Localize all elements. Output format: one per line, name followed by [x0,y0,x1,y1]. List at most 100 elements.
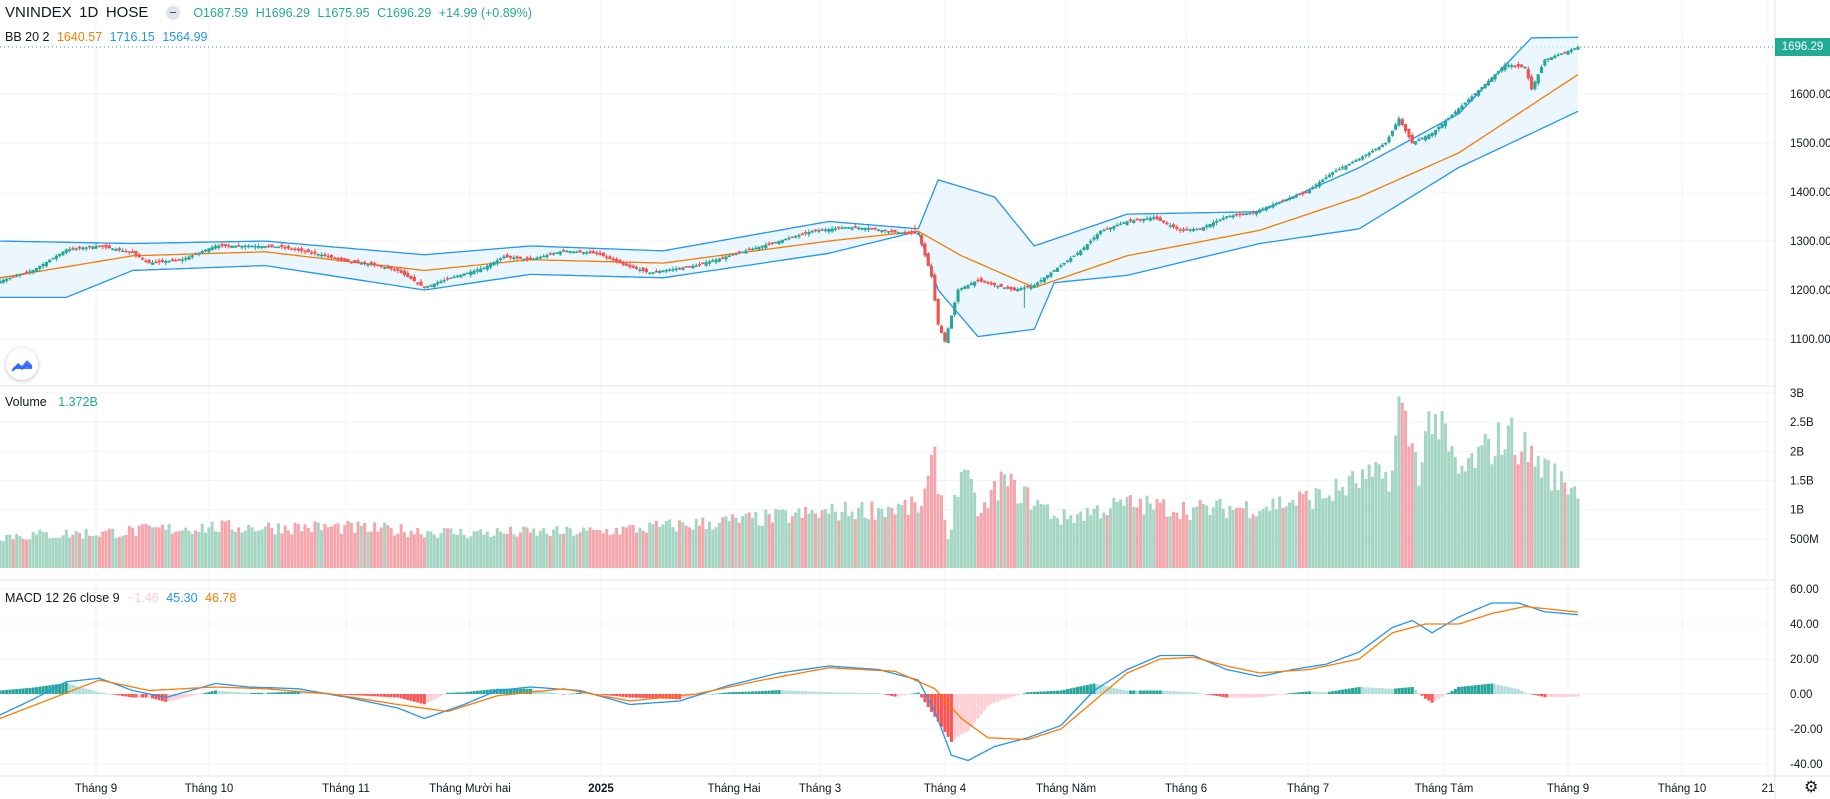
volume-bar [1337,490,1341,568]
candle-body [1115,224,1119,227]
symbol-legend[interactable]: VNINDEX 1D HOSE O1687.59 H1696.29 L1675.… [5,4,536,21]
volume-bar [1453,457,1457,568]
volume-bar [359,525,363,568]
macd-hist-bar [1135,690,1139,694]
volume-bar [280,533,284,568]
volume-bar [1105,515,1109,568]
macd-tick-label: -20.00 [1790,724,1823,736]
candle-body [1453,111,1457,115]
volume-bar [896,503,900,568]
macd-hist-bar [1374,687,1378,694]
volume-bar [369,531,373,568]
macd-hist-bar [1307,691,1311,694]
candle-body [1533,81,1537,89]
settings-gear-icon[interactable]: ⚙ [1804,779,1819,796]
macd-hist-bar [1185,691,1189,694]
volume-bar [562,533,566,568]
candle-body [1032,284,1036,288]
macd-hist-bar [605,694,609,696]
macd-hist-bar [1477,684,1481,694]
candle-body [1500,67,1504,72]
macd-hist-bar [747,691,751,694]
macd-hist-bar [31,687,35,694]
volume-bar [635,532,639,568]
volume-bar [502,533,506,568]
volume-bar [313,521,317,568]
macd-hist-bar [1099,684,1103,694]
macd-hist-bar [1119,689,1123,694]
macd-hist-bar [459,692,463,694]
macd-hist-bar [1569,694,1573,697]
candle-body [61,251,65,256]
macd-hist-bar [1331,691,1335,694]
candle-body [1036,282,1040,286]
candle-body [969,283,973,286]
volume-bar [535,535,539,568]
macd-hist-bar [1321,692,1325,694]
candle-body [949,315,953,329]
candle-body [717,258,721,262]
time-tick-label: Tháng 6 [1165,783,1207,795]
macd-hist-bar [1341,689,1345,694]
candle-body [1,279,5,283]
macd-hist-bar [562,694,566,695]
ohlc-high: H1696.29 [255,6,310,20]
macd-hist-bar [416,694,420,703]
candle-body [1384,142,1388,145]
macd-hist-bar [356,694,360,696]
macd-hist-bar [419,694,423,704]
macd-legend[interactable]: MACD 12 26 close 9 −1.48 45.30 46.78 [5,591,240,605]
macd-hist-bar [1510,687,1514,694]
macd-hist-bar [724,692,728,694]
volume-bar [1006,486,1010,568]
tradingview-logo-icon[interactable] [6,348,38,380]
volume-legend[interactable]: Volume 1.372B [5,395,102,409]
volume-bar [379,527,383,568]
volume-bar [528,532,532,568]
volume-bar [386,525,390,568]
volume-bar [326,527,330,568]
volume-bar [1430,434,1434,568]
volume-bar [837,520,841,568]
volume-bar [1473,468,1477,568]
candle-body [1145,218,1149,220]
candle-body [545,255,549,258]
macd-hist-bar [1188,692,1192,694]
volume-bar [1062,509,1066,568]
macd-hist-bar [449,692,453,694]
candle-body [741,251,745,254]
candle-body [406,272,410,278]
macd-hist-bar [1208,694,1212,695]
candle-body [873,227,877,230]
macd-hist-bar [1056,690,1060,694]
candle-body [847,227,851,229]
candle-body [605,256,609,259]
macd-hist-bar [939,694,943,727]
macd-hist-bar [817,691,821,694]
collapse-icon[interactable] [165,5,180,20]
candle-body [48,259,52,263]
volume-bar [1533,466,1537,568]
candle-body [346,258,350,262]
macd-hist-bar [528,688,532,694]
macd-hist-bar [263,692,267,694]
volume-bar [1145,495,1149,568]
volume-bar [1530,445,1534,568]
bb-legend[interactable]: BB 20 2 1640.57 1716.15 1564.99 [5,30,212,44]
macd-hist-bar [1225,694,1229,698]
price-axes: 1100.00 1200.00 1300.00 1400.00 1500.00 1600.… [75,89,1830,795]
candle-body [329,254,334,258]
candle-body [1374,148,1378,151]
volume-bar [1370,476,1374,568]
candle-body [747,248,751,251]
macd-hist-bar [833,692,837,694]
candle-body [890,230,894,233]
macd-hist-bar [1109,687,1113,694]
macd-hist-bar [999,694,1003,701]
candle-body [1404,124,1408,132]
macd-hist-bar [1443,694,1447,695]
volume-bar [187,530,191,568]
volume-bar [664,521,668,568]
time-tick-label: 21 [1762,783,1775,795]
